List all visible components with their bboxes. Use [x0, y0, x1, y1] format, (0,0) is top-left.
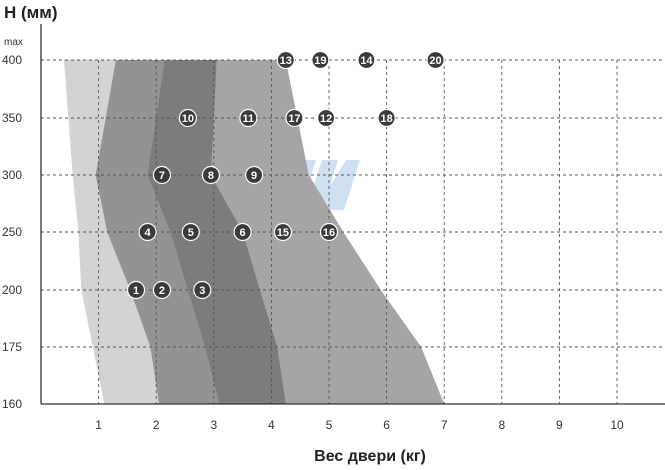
marker-label: 3	[199, 285, 205, 297]
y-top-label: max	[4, 37, 23, 48]
marker-17: 17	[285, 108, 304, 128]
marker-dot	[285, 108, 304, 128]
marker-label: 4	[144, 227, 151, 239]
x-tick-label: 4	[268, 418, 275, 432]
marker-label: 13	[280, 55, 292, 67]
marker-dot	[239, 108, 258, 128]
marker-dot	[319, 222, 339, 242]
marker-2: 2	[152, 280, 172, 300]
marker-18: 18	[377, 108, 396, 128]
y-tick-label: 300	[2, 168, 22, 182]
y-tick-label: 350	[2, 111, 22, 125]
marker-dot	[138, 222, 157, 242]
marker-dot	[426, 50, 445, 70]
marker-dot	[152, 165, 172, 185]
marker-label: 10	[182, 113, 194, 125]
marker-dot	[152, 280, 172, 300]
marker-label: 7	[159, 170, 165, 182]
x-tick-label: 8	[498, 418, 505, 432]
marker-6: 6	[233, 222, 252, 242]
marker-19: 19	[311, 50, 330, 70]
marker-5: 5	[181, 222, 200, 242]
marker-label: 17	[288, 113, 300, 125]
marker-4: 4	[138, 222, 157, 242]
x-tick-label: 10	[610, 418, 624, 432]
marker-9: 9	[245, 165, 264, 185]
marker-label: 19	[314, 55, 326, 67]
y-tick-label: 160	[2, 397, 22, 411]
marker-label: 20	[429, 55, 441, 67]
y-tick-label: 400	[2, 53, 22, 67]
x-tick-label: 7	[441, 418, 448, 432]
marker-8: 8	[201, 165, 221, 185]
marker-dot	[311, 50, 330, 70]
marker-label: 1	[133, 285, 139, 297]
marker-11: 11	[239, 108, 258, 128]
x-tick-label: 1	[95, 418, 102, 432]
x-tick-label: 9	[556, 418, 563, 432]
marker-label: 2	[159, 285, 165, 297]
marker-dot	[317, 108, 336, 128]
marker-label: 15	[277, 227, 289, 239]
axes	[40, 24, 665, 405]
x-tick-labels: 1234567891011	[95, 418, 624, 432]
marker-12: 12	[317, 108, 336, 128]
marker-10: 10	[178, 108, 197, 128]
marker-label: 8	[208, 170, 214, 182]
marker-label: 16	[323, 227, 335, 239]
marker-dot	[181, 222, 200, 242]
marker-15: 15	[273, 222, 293, 242]
marker-dot	[178, 108, 197, 128]
marker-7: 7	[152, 165, 172, 185]
x-tick-label: 6	[383, 418, 390, 432]
marker-14: 14	[357, 50, 376, 70]
marker-label: 12	[320, 113, 332, 125]
x-axis-label: Вес двери (кг)	[314, 448, 426, 465]
x-tick-label: 2	[153, 418, 160, 432]
marker-1: 1	[126, 280, 146, 300]
marker-label: 5	[188, 227, 194, 239]
marker-label: 18	[380, 113, 392, 125]
y-tick-labels: 160 175 200 250 300 350 400	[2, 53, 22, 411]
y-tick-label: 200	[2, 283, 22, 297]
marker-dot	[245, 165, 264, 185]
marker-dot	[126, 280, 146, 300]
y-axis-label: H (мм)	[4, 3, 57, 22]
marker-dot	[193, 280, 212, 300]
marker-label: 14	[360, 55, 373, 67]
marker-dot	[377, 108, 396, 128]
marker-20: 20	[426, 50, 445, 70]
marker-3: 3	[193, 280, 212, 300]
marker-dot	[273, 222, 293, 242]
marker-label: 11	[243, 113, 255, 125]
marker-dot	[357, 50, 376, 70]
x-tick-label: 5	[326, 418, 333, 432]
y-tick-label: 250	[2, 225, 22, 239]
marker-dot	[233, 222, 252, 242]
marker-16: 16	[319, 222, 339, 242]
marker-label: 9	[251, 170, 257, 182]
x-tick-label: 3	[210, 418, 217, 432]
marker-13: 13	[276, 50, 295, 70]
y-tick-label: 175	[2, 340, 22, 354]
marker-dot	[201, 165, 221, 185]
marker-dot	[276, 50, 295, 70]
marker-label: 6	[240, 227, 246, 239]
